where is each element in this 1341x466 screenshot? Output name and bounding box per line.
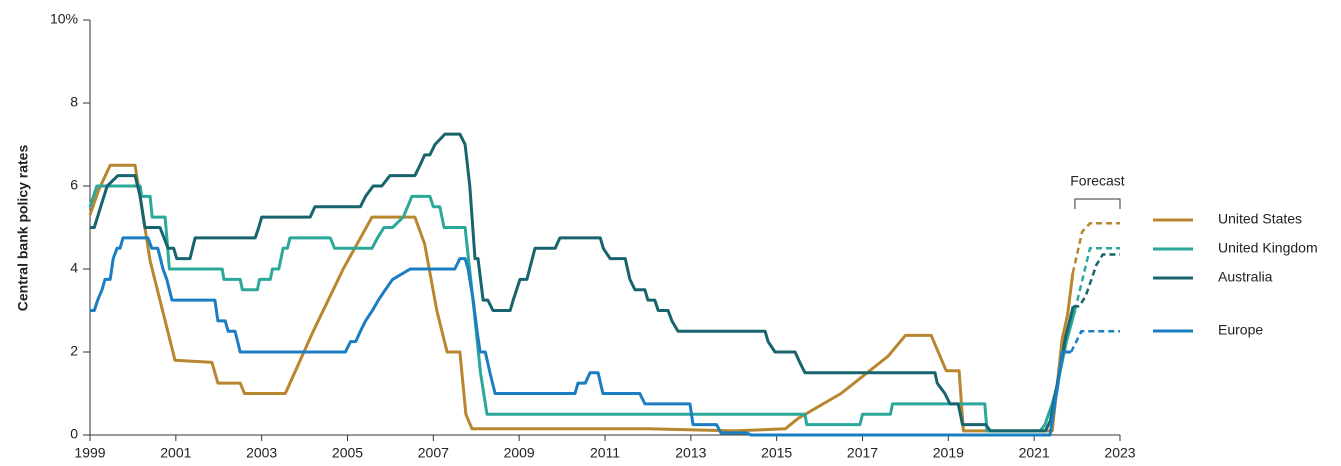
y-tick-label: 6 bbox=[70, 177, 78, 193]
x-tick-label: 2013 bbox=[675, 445, 706, 461]
x-tick-label: 1999 bbox=[74, 445, 105, 461]
x-tick-label: 2011 bbox=[590, 445, 620, 461]
x-tick-label: 2015 bbox=[761, 445, 792, 461]
legend-label: United States bbox=[1218, 211, 1302, 227]
legend-label: Europe bbox=[1218, 322, 1263, 338]
y-tick-label: 4 bbox=[70, 260, 78, 276]
x-tick-label: 2023 bbox=[1104, 445, 1135, 461]
y-tick-label: 0 bbox=[70, 426, 78, 442]
y-tick-label: 10% bbox=[50, 11, 78, 27]
x-tick-label: 2007 bbox=[418, 445, 449, 461]
line bbox=[88, 163, 1075, 433]
line bbox=[88, 184, 1077, 433]
line bbox=[90, 132, 1075, 433]
legend-label: United Kingdom bbox=[1218, 240, 1318, 256]
x-tick-label: 2019 bbox=[933, 445, 964, 461]
y-tick-label: 2 bbox=[70, 343, 78, 359]
forecast-line bbox=[1071, 222, 1120, 274]
annotation: Forecast bbox=[1070, 173, 1125, 189]
x-tick-label: 2017 bbox=[847, 445, 878, 461]
x-tick-label: 2003 bbox=[246, 445, 277, 461]
forecast-line bbox=[1073, 247, 1120, 311]
legend-label: Australia bbox=[1218, 269, 1273, 285]
forecast-line bbox=[1073, 253, 1120, 308]
x-tick-label: 2001 bbox=[160, 445, 191, 461]
annotation-bracket bbox=[1074, 198, 1121, 209]
y-tick-label: 8 bbox=[70, 94, 78, 110]
x-tick-label: 2005 bbox=[332, 445, 363, 461]
line bbox=[90, 236, 1072, 437]
y-axis-label: Central bank policy rates bbox=[15, 145, 31, 312]
x-tick-label: 2009 bbox=[504, 445, 535, 461]
forecast-line bbox=[1069, 330, 1120, 353]
x-tick-label: 2021 bbox=[1019, 445, 1050, 461]
